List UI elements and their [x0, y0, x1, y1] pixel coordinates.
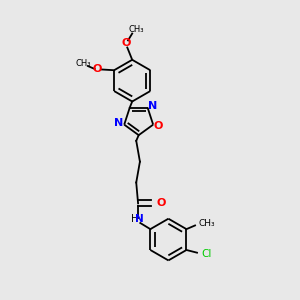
Text: Cl: Cl	[201, 249, 212, 259]
Text: H: H	[131, 214, 138, 224]
Text: O: O	[92, 64, 102, 74]
Text: O: O	[157, 198, 166, 208]
Text: CH₃: CH₃	[75, 59, 91, 68]
Text: CH₃: CH₃	[128, 26, 144, 34]
Text: N: N	[114, 118, 123, 128]
Text: N: N	[148, 101, 158, 111]
Text: O: O	[122, 38, 131, 48]
Text: CH₃: CH₃	[199, 219, 215, 228]
Text: N: N	[135, 214, 144, 224]
Text: O: O	[154, 121, 163, 131]
